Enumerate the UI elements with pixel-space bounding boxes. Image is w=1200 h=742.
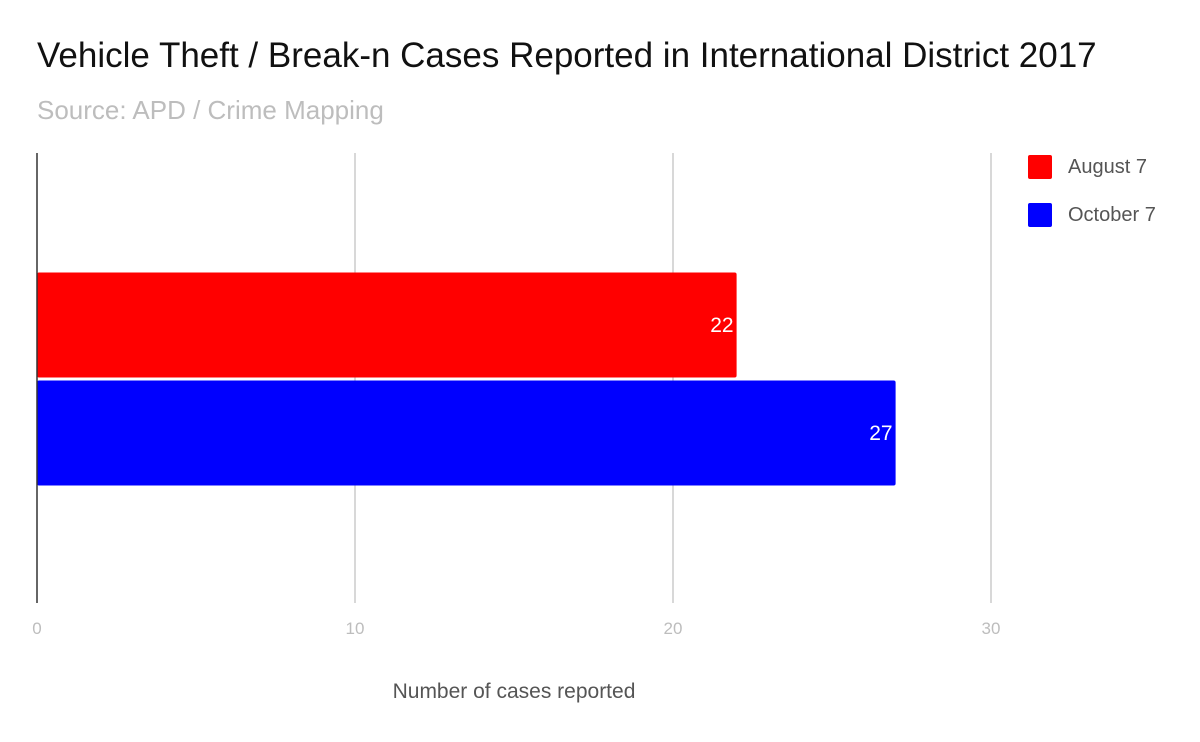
bar-series-2[interactable]	[37, 380, 896, 486]
legend-label-october: October 7	[1068, 203, 1156, 226]
bars: 22 27	[37, 272, 896, 486]
x-tick-label-20: 20	[664, 619, 683, 638]
chart-subtitle: Source: APD / Crime Mapping	[37, 95, 384, 125]
legend-swatch-august	[1028, 155, 1052, 179]
data-label-series-2: 27	[869, 422, 892, 445]
x-tick-label-0: 0	[32, 619, 41, 638]
chart-title: Vehicle Theft / Break-n Cases Reported i…	[37, 36, 1097, 75]
x-axis-label: Number of cases reported	[393, 680, 636, 703]
x-tick-labels: 0 10 20 30	[32, 619, 1000, 638]
legend-item-october[interactable]: October 7	[1028, 203, 1156, 227]
x-tick-label-10: 10	[346, 619, 365, 638]
legend-item-august[interactable]: August 7	[1028, 155, 1156, 179]
legend-label-august: August 7	[1068, 155, 1147, 178]
legend-swatch-october	[1028, 203, 1052, 227]
x-tick-label-30: 30	[982, 619, 1001, 638]
data-label-series-1: 22	[710, 314, 733, 337]
bar-series-1[interactable]	[37, 272, 737, 378]
grid-lines	[354, 153, 992, 603]
legend: August 7 October 7	[1028, 155, 1156, 251]
